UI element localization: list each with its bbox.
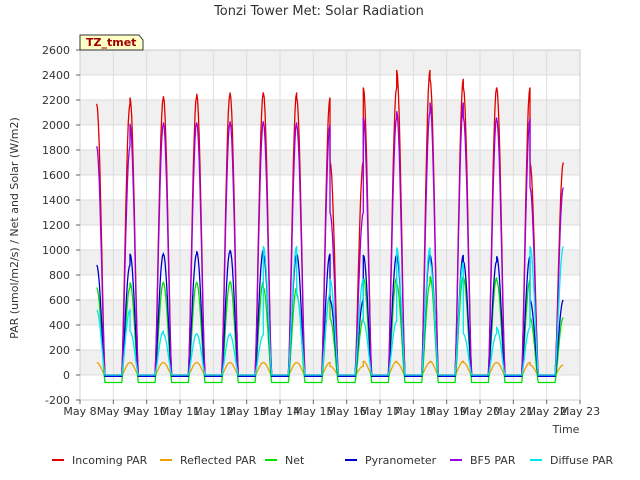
- y-tick-label: 600: [49, 294, 70, 307]
- x-axis-label: Time: [552, 423, 580, 436]
- y-tick-label: 400: [49, 319, 70, 332]
- y-tick-label: 2200: [42, 94, 70, 107]
- badge-box: [79, 34, 144, 51]
- series-line-pyranometer: [96, 249, 564, 377]
- station-badge: TZ_tmet: [79, 34, 144, 51]
- y-tick-label: -200: [45, 394, 70, 407]
- y-tick-label: 200: [49, 344, 70, 357]
- y-tick-label: 2600: [42, 44, 70, 57]
- x-tick-label: May 19: [427, 405, 467, 418]
- badge-label: TZ_tmet: [86, 36, 136, 49]
- series-lines: [96, 69, 564, 384]
- y-tick-label: 1400: [42, 194, 70, 207]
- legend: Incoming PAR Reflected PAR Net Pyranometer B…: [52, 454, 614, 467]
- y-tick-label: 1800: [42, 144, 70, 157]
- x-tick-label: May 13: [227, 405, 267, 418]
- legend-label: BF5 PAR: [470, 454, 516, 467]
- y-tick-label: 1200: [42, 219, 70, 232]
- y-tick-label: 800: [49, 269, 70, 282]
- x-tick-label: May 16: [327, 405, 367, 418]
- x-tick-label: May 22: [527, 405, 567, 418]
- x-tick-label: May 18: [393, 405, 433, 418]
- y-tick-label: 2400: [42, 69, 70, 82]
- y-tick-labels: -200 0 200 400 600 800 1000 1200 1400 1600 1800 200…: [42, 44, 80, 407]
- legend-label: Reflected PAR: [180, 454, 257, 467]
- x-tick-label: May 10: [127, 405, 167, 418]
- x-tick-label: May 12: [193, 405, 233, 418]
- legend-label: Incoming PAR: [72, 454, 148, 467]
- series-line-diffuse-par: [96, 246, 564, 376]
- legend-label: Diffuse PAR: [550, 454, 614, 467]
- x-tick-label: May 8: [63, 405, 96, 418]
- x-tick-label: May 21: [493, 405, 533, 418]
- x-tick-label: May 17: [360, 405, 400, 418]
- legend-label: Pyranometer: [365, 454, 437, 467]
- legend-label: Net: [285, 454, 305, 467]
- x-tick-label: May 20: [460, 405, 500, 418]
- y-tick-label: 0: [63, 369, 70, 382]
- chart-title: Tonzi Tower Met: Solar Radiation: [213, 4, 424, 19]
- y-axis-label: PAR (umol/m2/s) / Net and Solar (W/m2): [8, 117, 21, 339]
- x-tick-label: May 9: [97, 405, 130, 418]
- series-line-net: [96, 276, 564, 384]
- y-tick-label: 1000: [42, 244, 70, 257]
- x-tick-label: May 11: [160, 405, 200, 418]
- grid-band: [80, 50, 580, 75]
- x-tick-label: May 23: [560, 405, 600, 418]
- x-tick-label: May 14: [260, 405, 300, 418]
- x-tick-label: May 15: [293, 405, 333, 418]
- y-tick-label: 2000: [42, 119, 70, 132]
- y-tick-label: 1600: [42, 169, 70, 182]
